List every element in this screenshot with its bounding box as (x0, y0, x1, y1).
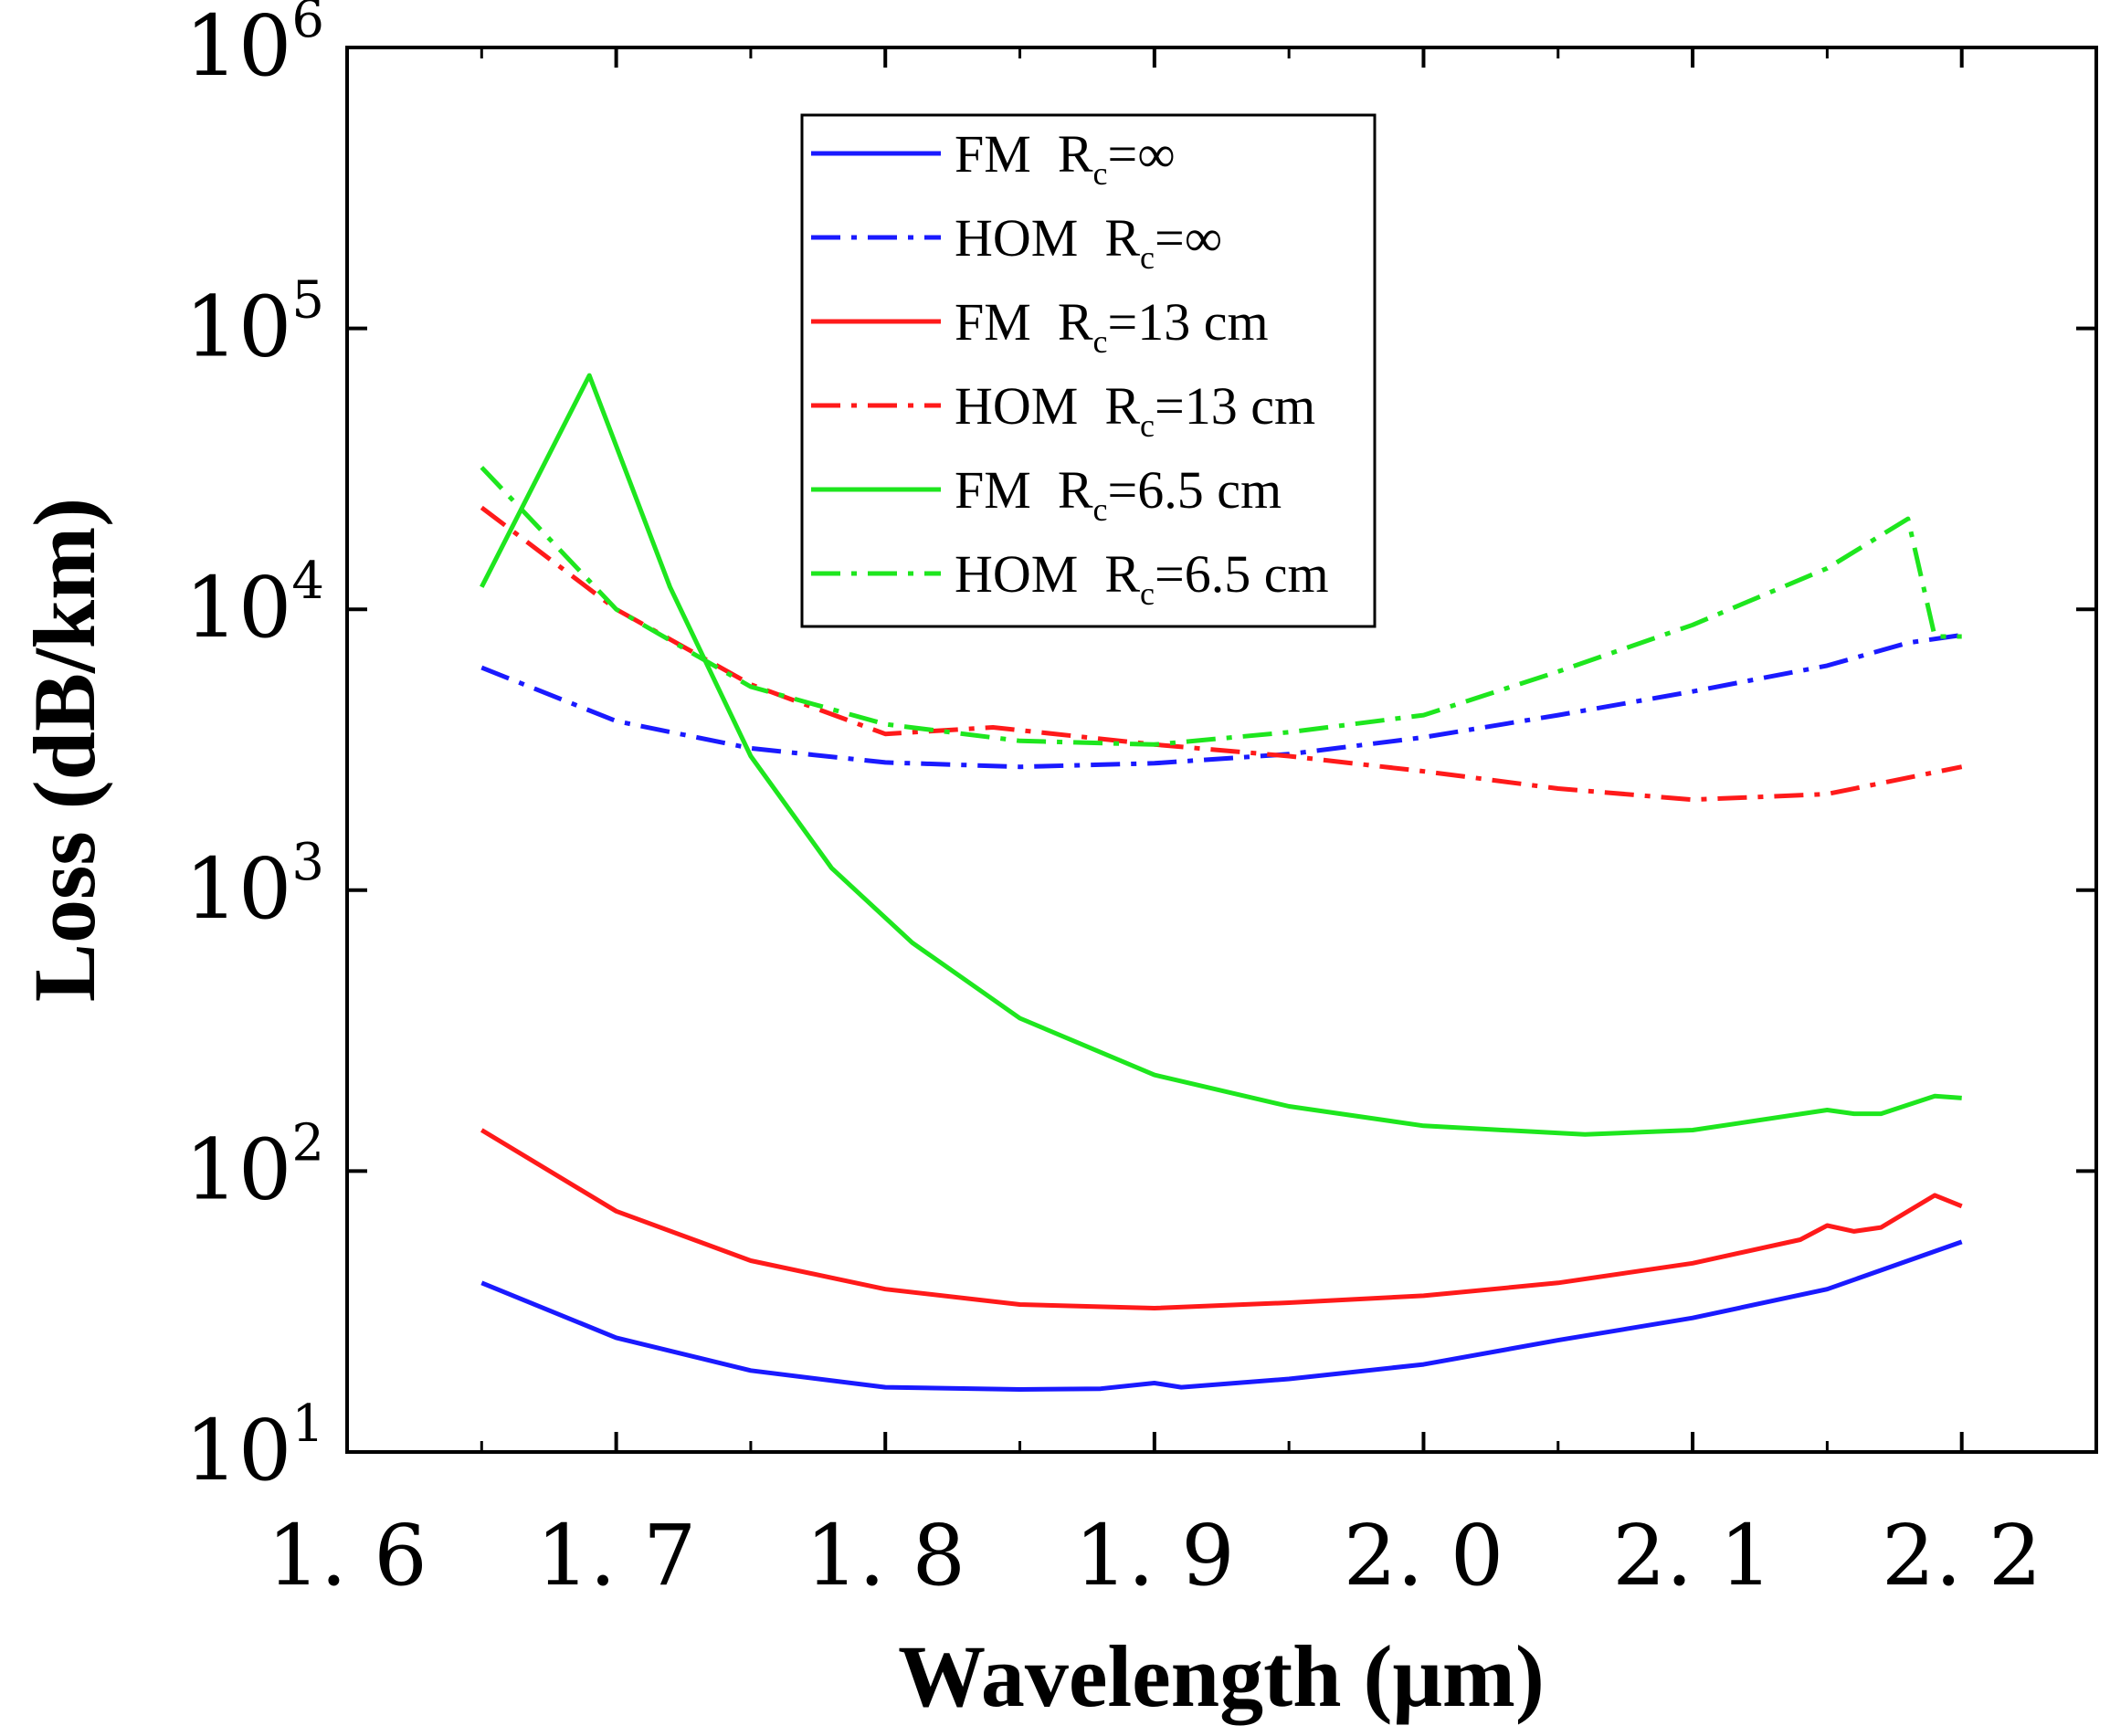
y-tick-label: 104 (185, 552, 324, 657)
plot-frame (345, 46, 2098, 1454)
y-tick-base: 10 (185, 279, 291, 376)
legend-mode: FM R (955, 124, 1093, 184)
x-tick-label: 2. 2 (1882, 1507, 2042, 1604)
legend-rc: =13 cm (1108, 292, 1269, 352)
legend-rc: =6.5 cm (1155, 544, 1329, 604)
legend-mode: HOM R (955, 208, 1140, 268)
legend-label-0: FM Rc=∞ (955, 124, 1176, 192)
y-tick-base: 10 (185, 1121, 291, 1218)
legend-label-5: HOM Rc=6.5 cm (955, 544, 1329, 612)
y-tick-exponent: 1 (291, 1394, 324, 1454)
legend-label-2: FM Rc=13 cm (955, 292, 1269, 360)
y-tick-base: 10 (185, 1402, 291, 1499)
y-tick-exponent: 3 (291, 833, 324, 892)
legend-rc: =∞ (1155, 208, 1222, 268)
series-line-4 (480, 373, 1962, 1137)
legend-subscript: c (1140, 407, 1155, 444)
x-tick-label: 1. 8 (805, 1507, 965, 1604)
x-axis-title: Wavelength (μm) (898, 1627, 1545, 1725)
x-axis-ticks: 1. 6 1. 7 1. 8 1. 9 2. 0 2. 1 2. 2 (267, 47, 2041, 1604)
y-tick-label: 106 (185, 0, 324, 95)
y-tick-exponent: 5 (291, 271, 324, 331)
legend-mode: FM R (955, 460, 1093, 520)
legend-subscript: c (1140, 239, 1155, 276)
legend-rc: =13 cm (1155, 376, 1315, 436)
x-tick-label: 2. 1 (1612, 1507, 1773, 1604)
legend-rc: =∞ (1108, 124, 1176, 184)
series-lines (480, 373, 1963, 1392)
legend-box (800, 113, 1377, 628)
legend-rc: =6.5 cm (1108, 460, 1282, 520)
y-tick-base: 10 (185, 559, 291, 657)
legend-mode: FM R (955, 292, 1093, 352)
legend-subscript: c (1140, 575, 1155, 612)
y-tick-exponent: 2 (291, 1113, 324, 1173)
legend-subscript: c (1093, 491, 1108, 528)
series-line-2 (480, 1128, 1963, 1310)
y-tick-base: 10 (185, 0, 291, 95)
x-tick-label: 1. 7 (536, 1507, 697, 1604)
x-tick-label: 2. 0 (1344, 1507, 1504, 1604)
y-tick-label: 101 (185, 1394, 324, 1499)
y-axis-title: Loss (dB/km) (16, 498, 113, 1002)
y-tick-label: 105 (185, 271, 324, 376)
x-tick-label: 1. 6 (267, 1507, 427, 1604)
legend-mode: HOM R (955, 544, 1140, 604)
legend-subscript: c (1093, 323, 1108, 360)
legend-mode: HOM R (955, 376, 1140, 436)
series-line-0 (480, 1239, 1963, 1392)
legend-subscript: c (1093, 155, 1108, 192)
legend-label-3: HOM Rc=13 cm (955, 376, 1315, 444)
y-tick-label: 103 (185, 833, 324, 938)
y-tick-exponent: 6 (291, 0, 324, 49)
series-line-5 (480, 466, 1962, 747)
legend-label-1: HOM Rc=∞ (955, 208, 1222, 276)
y-tick-base: 10 (185, 840, 291, 938)
x-tick-label: 1. 9 (1074, 1507, 1235, 1604)
legend-label-4: FM Rc=6.5 cm (955, 460, 1282, 528)
y-tick-exponent: 4 (291, 552, 324, 611)
y-tick-label: 102 (185, 1113, 324, 1218)
